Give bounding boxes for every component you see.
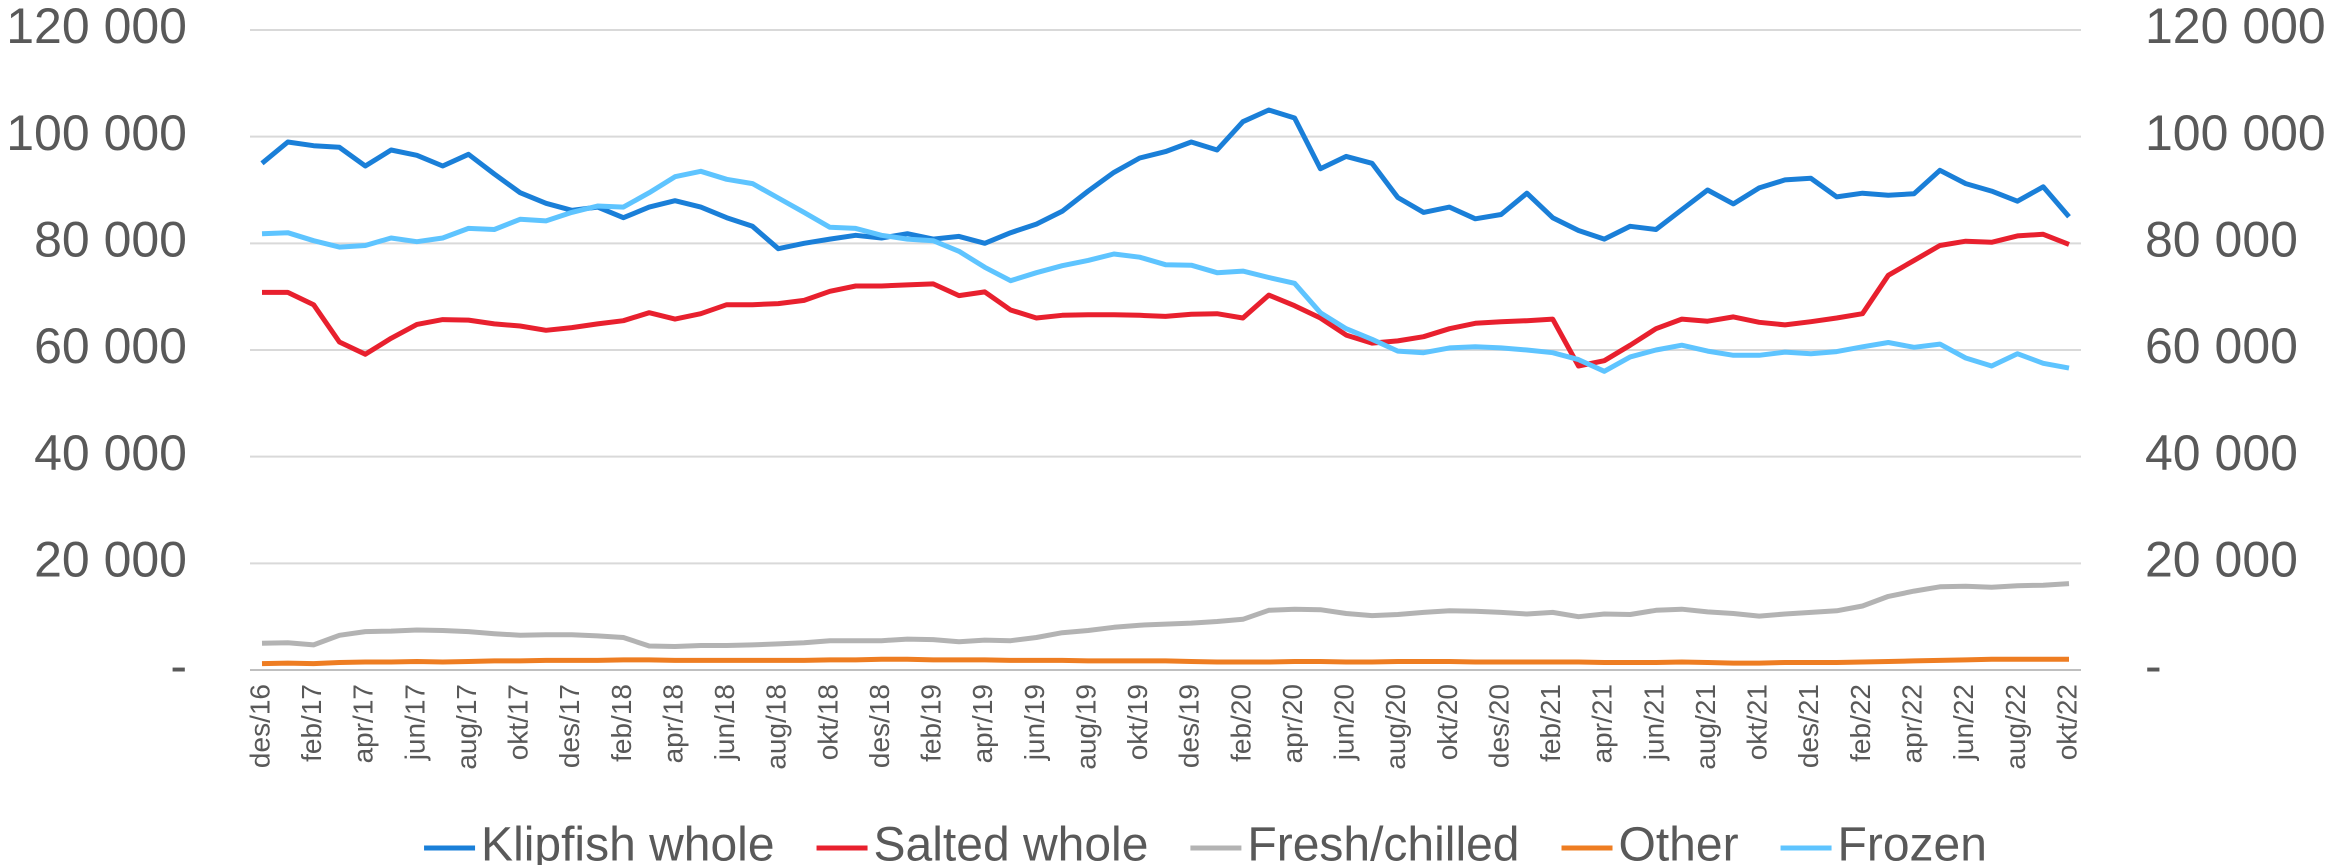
x-tick-label: apr/20 [1277,684,1308,763]
y-tick-label: 80 000 [34,212,187,268]
x-tick-label: feb/17 [296,684,327,762]
y2-tick-label: 80 000 [2145,212,2298,268]
x-tick-label: jun/22 [1948,684,1979,761]
x-tick-label: apr/21 [1587,684,1618,763]
series-line [262,231,2070,369]
x-tick-label: aug/18 [761,684,792,770]
y-tick-label: 120 000 [6,0,187,54]
y2-tick-label: 60 000 [2145,318,2298,374]
y2-tick-label: 40 000 [2145,425,2298,481]
x-tick-label: feb/19 [916,684,947,762]
x-tick-label: feb/22 [1845,684,1876,762]
series-line [261,656,2069,667]
x-tick-label: des/21 [1793,684,1824,768]
x-tick-label: aug/20 [1380,684,1411,770]
x-tick-label: aug/22 [2000,684,2031,770]
x-tick-label: aug/21 [1690,684,1721,770]
y-tick-label: 100 000 [6,105,187,161]
x-tick-label: okt/22 [2051,684,2082,760]
y2-tick-label: 120 000 [2145,0,2325,54]
x-tick-label: okt/20 [1432,684,1463,760]
y2-tick-label: 100 000 [2145,105,2325,161]
series-line [260,107,2071,252]
y-tick-label: - [170,638,187,694]
x-tick-label: okt/18 [812,684,843,760]
x-tick-label: jun/18 [709,684,740,761]
x-tick-label: des/18 [864,684,895,768]
y2-tick-label: - [2145,638,2162,694]
x-tick-label: aug/19 [1070,684,1101,770]
x-tick-label: apr/17 [348,684,379,763]
legend-label: Fresh/chilled [1247,819,1519,865]
x-tick-label: jun/17 [399,684,430,761]
x-tick-label: okt/19 [1122,684,1153,760]
legend-label: Klipfish whole [481,819,774,865]
y-tick-label: 40 000 [34,425,187,481]
x-tick-label: des/20 [1483,684,1514,768]
x-tick-label: feb/21 [1535,684,1566,762]
y-tick-label: 60 000 [34,318,187,374]
legend-label: Other [1619,819,1739,865]
y2-tick-label: 20 000 [2145,532,2298,588]
x-tick-label: jun/19 [1019,684,1050,761]
x-tick-label: jun/20 [1329,684,1360,761]
x-tick-label: aug/17 [451,684,482,770]
x-tick-label: okt/17 [503,684,534,760]
x-tick-label: feb/18 [606,684,637,762]
x-tick-label: apr/18 [657,684,688,763]
x-tick-label: des/19 [1174,684,1205,768]
x-tick-label: apr/22 [1897,684,1928,763]
y-tick-label: 20 000 [34,532,187,588]
x-tick-label: des/17 [554,684,585,768]
series-line [261,581,2070,649]
series-line [261,168,2070,374]
legend-label: Frozen [1838,819,1987,865]
x-tick-label: jun/21 [1638,684,1669,761]
x-tick-label: des/16 [244,684,275,768]
x-tick-label: feb/20 [1225,684,1256,762]
legend-label: Salted whole [874,819,1149,865]
x-tick-label: apr/19 [967,684,998,763]
x-tick-label: okt/21 [1742,684,1773,760]
